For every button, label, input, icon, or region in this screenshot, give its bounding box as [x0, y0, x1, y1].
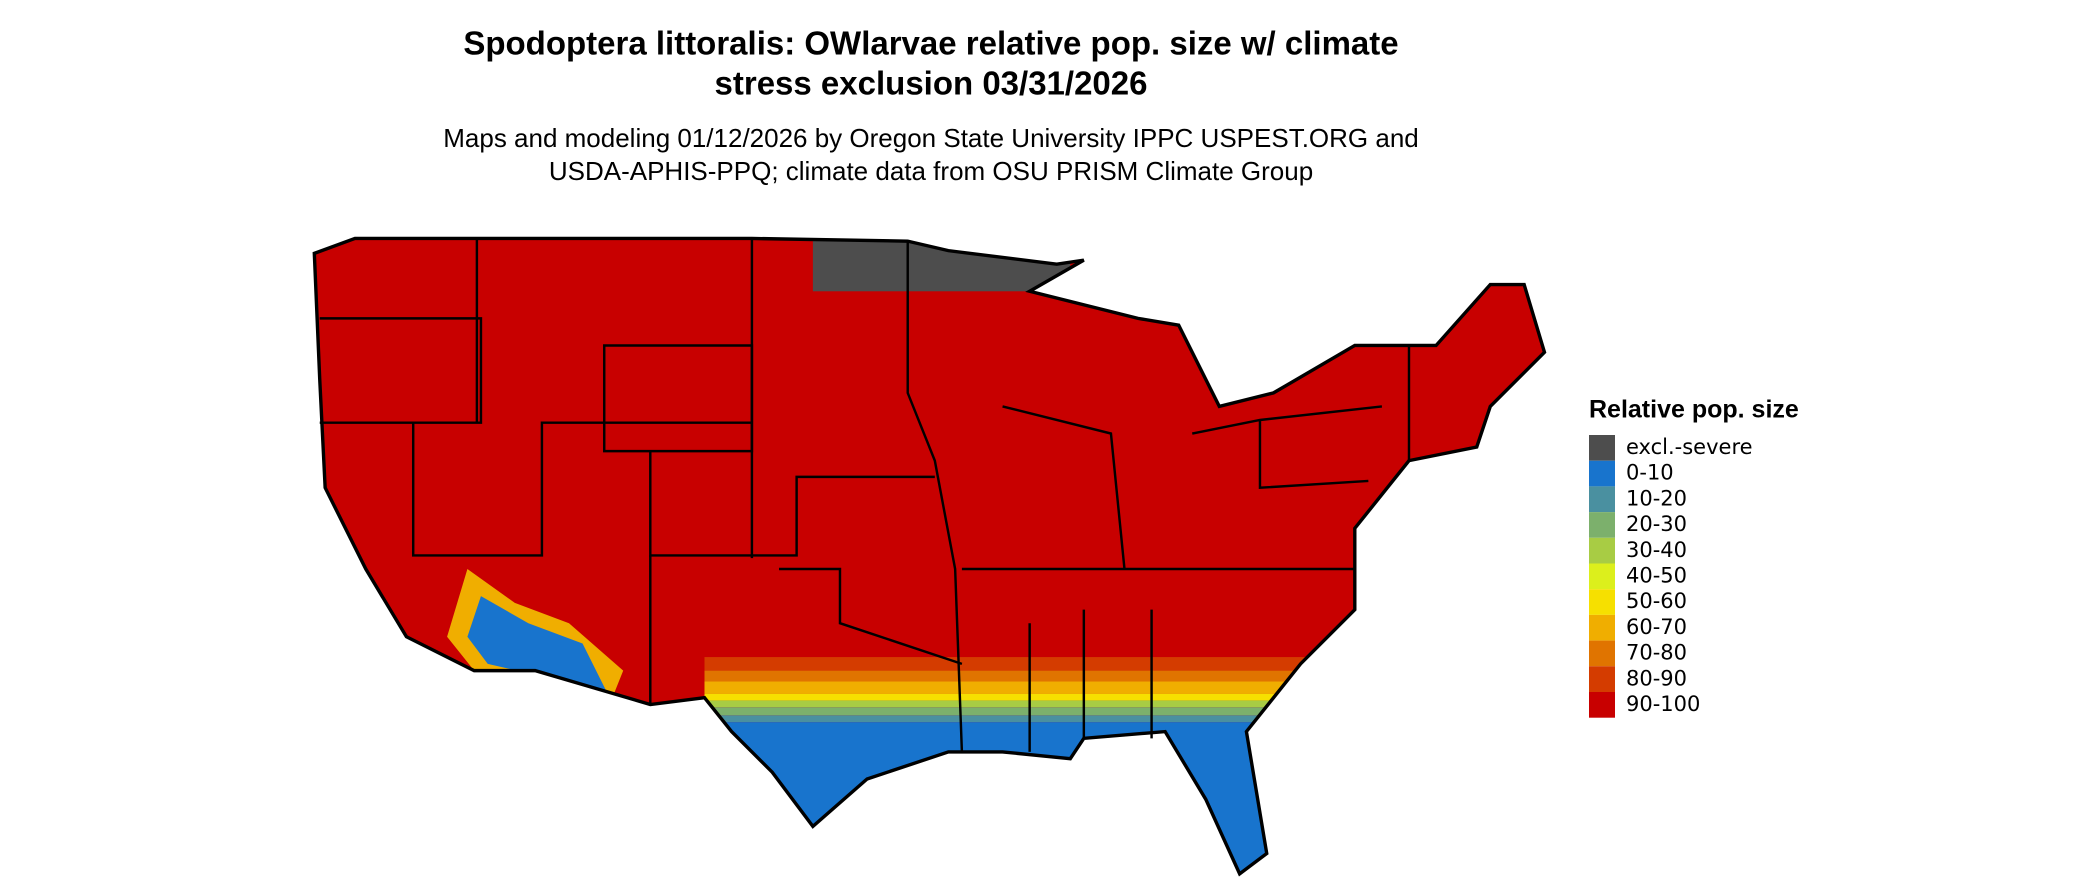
legend-label: 50-60 [1626, 589, 1687, 613]
legend-swatch [1589, 589, 1615, 615]
subtitle: Maps and modeling 01/12/2026 by Oregon S… [443, 123, 1419, 153]
legend-label: 10-20 [1626, 486, 1687, 510]
legend: excl.-severe0-1010-2020-3030-4040-5050-6… [1589, 435, 1753, 718]
legend-swatch [1589, 486, 1615, 513]
legend-label: 40-50 [1626, 564, 1687, 588]
title: Spodoptera littoralis: OWlarvae relative… [463, 25, 1398, 62]
legend-label: 70-80 [1626, 641, 1687, 665]
legend-label: 0-10 [1626, 461, 1674, 485]
legend-label: 60-70 [1626, 615, 1687, 639]
legend-swatch [1589, 537, 1615, 564]
subtitle: USDA-APHIS-PPQ; climate data from OSU PR… [549, 156, 1313, 186]
legend-swatch [1589, 666, 1615, 692]
legend-swatch [1589, 512, 1615, 538]
legend-label: 90-100 [1626, 692, 1700, 716]
title: stress exclusion 03/31/2026 [715, 65, 1148, 102]
legend-label: 20-30 [1626, 512, 1687, 536]
us-map [312, 236, 1547, 877]
legend-swatch [1589, 692, 1615, 718]
legend-label: excl.-severe [1626, 435, 1753, 459]
legend-label: 80-90 [1626, 666, 1687, 690]
legend-swatch [1589, 435, 1615, 461]
legend-swatch [1589, 563, 1615, 590]
legend-swatch [1589, 640, 1615, 667]
legend-swatch [1589, 614, 1615, 641]
legend-swatch [1589, 460, 1615, 487]
legend-label: 30-40 [1626, 538, 1687, 562]
legend-title: Relative pop. size [1589, 396, 1799, 424]
